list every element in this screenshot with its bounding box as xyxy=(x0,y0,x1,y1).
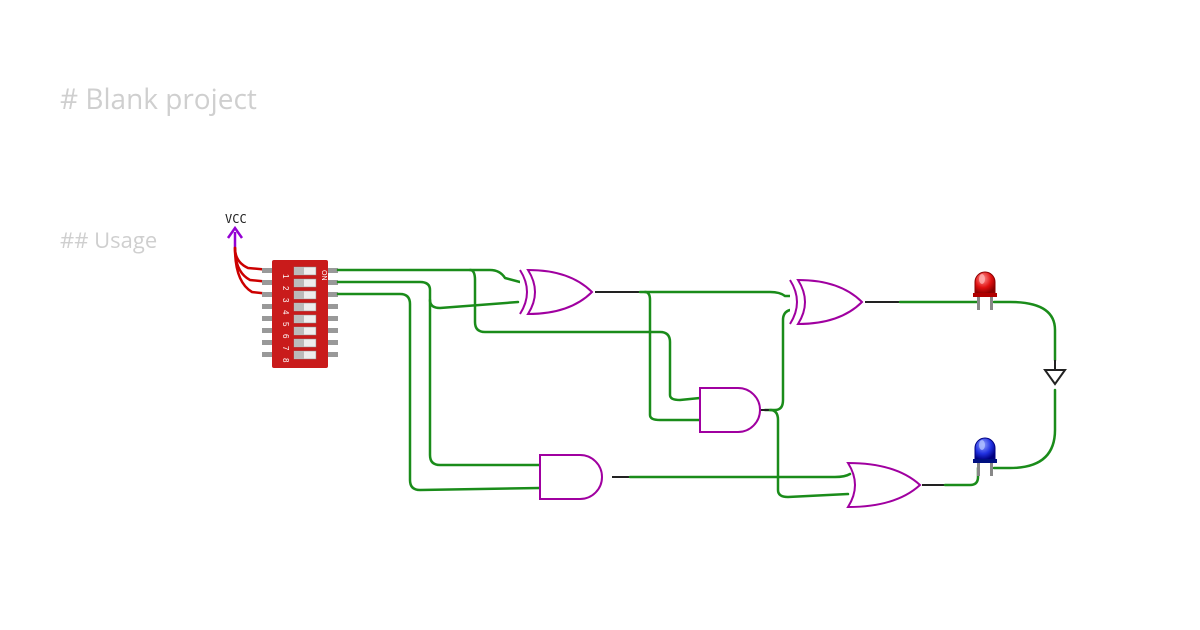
led-red[interactable] xyxy=(973,272,997,310)
svg-text:ON: ON xyxy=(320,270,327,281)
led-blue[interactable] xyxy=(973,438,997,476)
svg-text:1: 1 xyxy=(281,274,290,279)
vcc-arrow-icon xyxy=(228,228,242,248)
or-gate-1[interactable] xyxy=(848,463,920,507)
svg-text:3: 3 xyxy=(281,298,290,303)
svg-text:4: 4 xyxy=(281,310,290,315)
svg-text:8: 8 xyxy=(281,358,290,363)
signal-wires xyxy=(338,270,1055,497)
dip-switch[interactable]: 1 2 3 4 5 6 7 8 ON xyxy=(262,260,338,368)
svg-text:2: 2 xyxy=(281,286,290,291)
ground-icon xyxy=(1045,360,1065,384)
xor-gate-1[interactable] xyxy=(520,270,592,314)
and-gate-2[interactable] xyxy=(700,388,760,432)
schematic-canvas: 1 2 3 4 5 6 7 8 ON xyxy=(0,0,1200,630)
svg-text:6: 6 xyxy=(281,334,290,339)
xor-gate-2[interactable] xyxy=(790,280,862,324)
and-gate-1[interactable] xyxy=(540,455,602,499)
svg-text:5: 5 xyxy=(281,322,290,327)
svg-text:7: 7 xyxy=(281,346,290,351)
